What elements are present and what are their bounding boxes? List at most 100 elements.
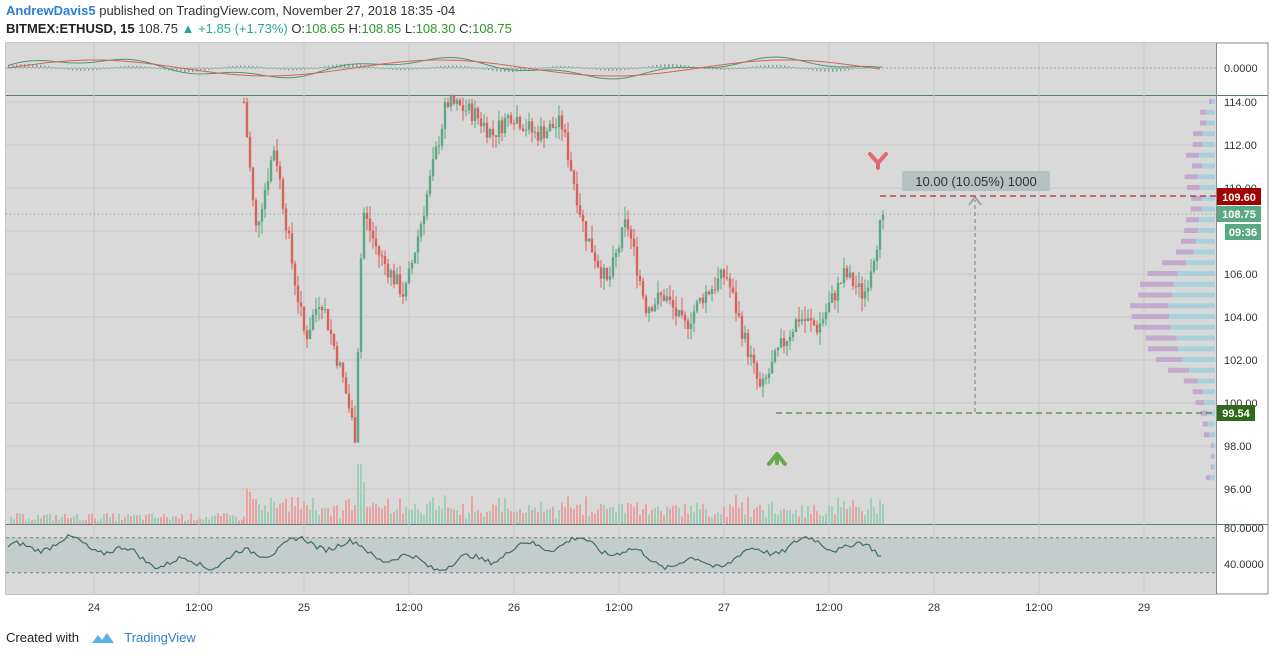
macd-histogram-bar — [824, 68, 826, 72]
macd-histogram-bar — [272, 68, 274, 69]
candle-body — [479, 118, 483, 127]
time-tick-label: 12:00 — [395, 602, 423, 614]
volume-bar — [828, 506, 830, 524]
volume-bar — [43, 515, 45, 524]
candle-body — [641, 280, 645, 297]
macd-histogram-bar — [308, 68, 310, 70]
macd-histogram-bar — [604, 68, 606, 71]
volume-bar — [294, 505, 296, 524]
volume-bar — [288, 511, 290, 524]
macd-histogram-bar — [220, 67, 222, 69]
candle-body — [605, 267, 609, 280]
macd-histogram-bar — [124, 66, 126, 68]
macd-histogram-bar — [584, 67, 586, 69]
volume-bar — [789, 509, 791, 524]
volume-bar — [300, 508, 302, 524]
volume-bar — [25, 520, 27, 524]
candle-body — [629, 229, 633, 239]
macd-histogram-bar — [712, 68, 714, 70]
candle-body — [287, 230, 291, 234]
volume-bar — [534, 507, 536, 524]
candle-body — [473, 108, 477, 121]
price-tick-label: 106.00 — [1224, 269, 1258, 281]
volume-profile — [1129, 99, 1215, 481]
volume-profile-row — [1199, 120, 1207, 126]
volume-bar — [52, 520, 54, 524]
candle-body — [869, 271, 873, 288]
macd-histogram-bar — [372, 66, 374, 68]
sell-arrow-icon[interactable] — [868, 152, 888, 170]
target-high-badge — [1217, 188, 1261, 205]
volume-bar — [282, 502, 284, 524]
candle-body — [797, 319, 801, 322]
volume-bar — [417, 509, 419, 524]
candle-body — [815, 325, 819, 333]
candle-body — [527, 121, 531, 130]
candle-body — [881, 214, 885, 221]
volume-bar — [190, 513, 192, 524]
volume-bar — [106, 513, 108, 524]
volume-bar — [175, 516, 177, 524]
time-tick-label: 24 — [88, 602, 100, 614]
volume-bar — [816, 511, 818, 524]
macd-histogram-bar — [268, 68, 270, 69]
volume-profile-row — [1201, 206, 1215, 212]
volume-bar — [151, 513, 153, 524]
macd-histogram-bar — [592, 68, 594, 70]
volume-bar — [765, 517, 767, 524]
candle-body — [821, 319, 825, 324]
candle-body — [461, 105, 465, 111]
candle-body — [410, 263, 414, 269]
candle-body — [755, 363, 759, 379]
volume-profile-row — [1206, 120, 1215, 126]
volume-profile-row — [1202, 131, 1215, 137]
macd-histogram-bar — [320, 67, 322, 69]
volume-profile-row — [1175, 249, 1194, 255]
macd-histogram-bar — [524, 68, 526, 71]
macd-histogram-bar — [880, 66, 882, 68]
macd-histogram-bar — [276, 68, 278, 70]
volume-bar — [243, 516, 245, 524]
macd-histogram-bar — [252, 65, 254, 68]
macd-histogram-bar — [488, 68, 490, 71]
macd-histogram-bar — [480, 68, 482, 69]
candle-body — [452, 94, 456, 104]
candle-body — [794, 319, 798, 332]
volume-profile-row — [1162, 260, 1186, 266]
candle-body — [347, 393, 351, 409]
macd-histogram-bar — [56, 67, 58, 69]
volume-profile-row — [1202, 142, 1215, 147]
buy-arrow-icon[interactable] — [767, 452, 787, 466]
volume-bar — [840, 507, 842, 524]
volume-bar — [477, 509, 479, 524]
candle-body — [818, 323, 822, 333]
candle-body — [341, 362, 345, 378]
volume-bar — [561, 502, 563, 524]
time-tick-label: 29 — [1138, 602, 1150, 614]
candle-body — [290, 233, 294, 264]
candle-body — [431, 159, 435, 177]
macd-histogram-bar — [760, 65, 762, 68]
macd-histogram-bar — [420, 68, 422, 69]
tradingview-link[interactable]: TradingView — [124, 630, 196, 645]
author-link[interactable]: AndrewDavis5 — [6, 3, 96, 18]
volume-bar — [345, 500, 347, 524]
macd-histogram-bar — [536, 68, 538, 69]
macd-histogram-bar — [600, 68, 602, 71]
volume-bar — [567, 496, 569, 524]
volume-bar — [747, 496, 749, 524]
candle-body — [323, 309, 327, 311]
time-axis[interactable]: 24 12:00 25 12:00 26 12:00 27 12:00 28 12:00 29 — [88, 602, 1150, 614]
candle-body — [866, 287, 870, 292]
candle-body — [695, 301, 699, 312]
volume-bar — [753, 509, 755, 524]
symbol-name: BITMEX:ETHUSD, 15 — [6, 21, 135, 36]
candle-body — [467, 103, 471, 111]
volume-profile-row — [1191, 163, 1203, 169]
candle-body — [398, 274, 402, 295]
time-tick-label: 12:00 — [815, 602, 843, 614]
volume-bar — [79, 520, 81, 524]
open-value: 108.65 — [305, 21, 345, 36]
macd-histogram-bar — [296, 68, 298, 71]
